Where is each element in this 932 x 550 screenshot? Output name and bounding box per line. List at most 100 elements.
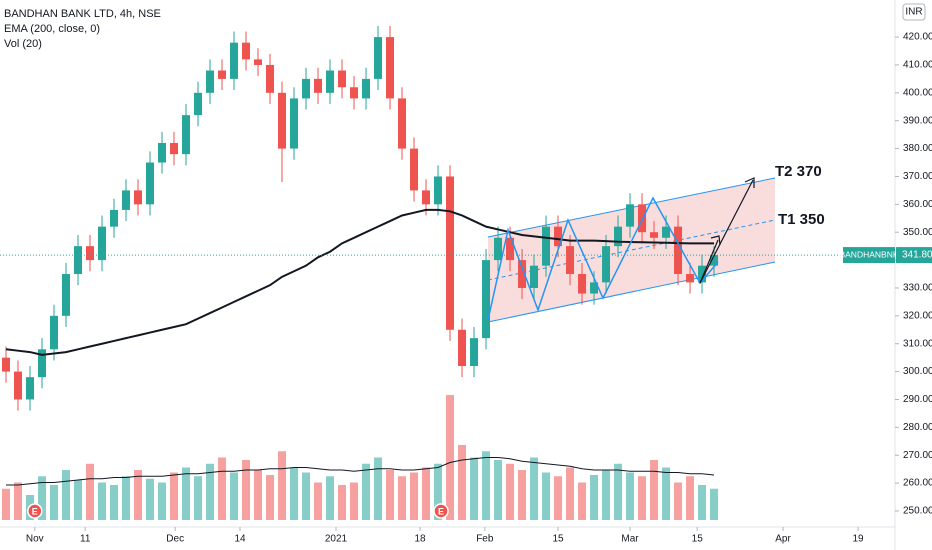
- volume-bar: [578, 482, 587, 520]
- volume-bar: [38, 476, 47, 520]
- candle-body: [38, 349, 47, 378]
- last-price-label: 341.80: [902, 250, 932, 261]
- volume-bar: [326, 476, 335, 520]
- candle-body: [554, 226, 563, 247]
- volume-bar: [542, 472, 551, 520]
- y-tick-label: 370.00: [903, 171, 932, 182]
- volume-bar: [110, 485, 119, 520]
- candle-body: [710, 255, 719, 266]
- volume-bar: [410, 472, 419, 520]
- indicator-label: Vol (20): [4, 38, 42, 50]
- candle-body: [506, 237, 515, 261]
- candle-body: [302, 78, 311, 99]
- volume-bar: [266, 475, 275, 520]
- candle-body: [350, 87, 359, 99]
- candle-body: [518, 260, 527, 288]
- volume-bar: [554, 476, 563, 520]
- candle-body: [686, 274, 695, 283]
- candle-body: [218, 70, 227, 79]
- candle-body: [146, 162, 155, 205]
- symbol-label: BANDHANBNK: [839, 249, 898, 259]
- candle-body: [410, 148, 419, 191]
- volume-bar: [338, 485, 347, 520]
- volume-bar: [374, 457, 383, 520]
- volume-bar: [278, 451, 287, 520]
- candle-body: [470, 338, 479, 367]
- candle-body: [674, 226, 683, 275]
- candle-body: [206, 70, 215, 93]
- arrow-t2: [699, 179, 754, 284]
- x-tick-label: 15: [552, 534, 564, 545]
- candle-body: [182, 115, 191, 155]
- last-price-box: [896, 247, 932, 264]
- candle-body: [458, 329, 467, 367]
- candle-body: [338, 70, 347, 88]
- earnings-marker: [27, 503, 43, 519]
- y-tick-label: 420.00: [903, 32, 932, 43]
- x-tick-label: 19: [852, 534, 864, 545]
- candle-body: [2, 357, 11, 372]
- volume-bar: [398, 476, 407, 520]
- candle-body: [98, 226, 107, 261]
- candle-body: [278, 92, 287, 149]
- candle-body: [314, 78, 323, 93]
- ema-line: [5, 208, 715, 356]
- candle-body: [386, 37, 395, 99]
- candle-body: [50, 315, 59, 350]
- currency[interactable]: INR: [905, 7, 922, 18]
- candle-body: [374, 37, 383, 79]
- volume-bar: [362, 463, 371, 520]
- candle-body: [110, 209, 119, 227]
- earnings-label: E: [438, 506, 444, 516]
- candle-body: [86, 246, 95, 261]
- y-tick-label: 280.00: [903, 422, 932, 433]
- y-tick-label: 380.00: [903, 143, 932, 154]
- volume-bar: [206, 463, 215, 520]
- volume-bar: [230, 472, 239, 520]
- volume-bar: [2, 488, 11, 520]
- candle-body: [290, 98, 299, 149]
- zigzag: [487, 196, 719, 321]
- x-tick-label: Feb: [476, 534, 494, 545]
- volume-ma-line: [6, 457, 715, 486]
- earnings-marker: [433, 503, 449, 519]
- candle-body: [74, 246, 83, 275]
- candle-body: [530, 265, 539, 288]
- x-tick-label: 18: [414, 534, 426, 545]
- y-tick-label: 360.00: [903, 199, 932, 210]
- currency-box[interactable]: [902, 3, 926, 21]
- volume-bar: [674, 482, 683, 520]
- y-tick-label: 310.00: [903, 338, 932, 349]
- volume-bar: [14, 482, 23, 520]
- candle-body: [158, 143, 167, 163]
- candle-body: [542, 226, 551, 266]
- annotation: T1 350: [778, 211, 825, 228]
- candle-body: [326, 70, 335, 93]
- volume-bar: [458, 445, 467, 520]
- candle-body: [254, 59, 263, 65]
- indicator-label: EMA (200, close, 0): [4, 23, 100, 35]
- y-tick-label: 330.00: [903, 283, 932, 294]
- candle-body: [626, 204, 635, 227]
- candle-body: [650, 232, 659, 238]
- volume-bar: [638, 476, 647, 520]
- candle-body: [398, 98, 407, 149]
- volume-bar: [422, 467, 431, 520]
- candle-body: [194, 92, 203, 116]
- annotation: T2 370: [775, 163, 822, 180]
- volume-bar: [122, 476, 131, 520]
- y-tick-label: 390.00: [903, 115, 932, 126]
- y-tick-label: 250.00: [903, 506, 932, 517]
- candle-body: [590, 282, 599, 294]
- candle-body: [662, 226, 671, 238]
- volume-bar: [710, 488, 719, 520]
- candle-body: [446, 176, 455, 330]
- volume-bar: [242, 460, 251, 520]
- volume-bar: [662, 467, 671, 520]
- y-tick-label: 260.00: [903, 478, 932, 489]
- volume-bar: [482, 451, 491, 520]
- volume-bar: [446, 395, 455, 520]
- volume-bar: [350, 482, 359, 520]
- volume-bar: [686, 476, 695, 520]
- volume-bar: [134, 470, 143, 520]
